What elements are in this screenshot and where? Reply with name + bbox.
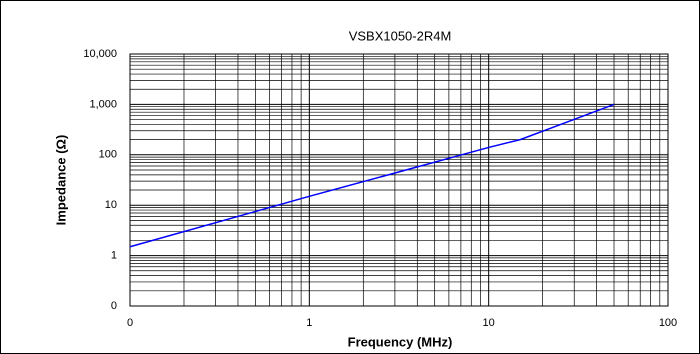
x-tick-label: 1 [306, 317, 312, 329]
y-axis-label: Impedance (Ω) [53, 135, 68, 226]
y-tick-label: 1,000 [89, 98, 117, 110]
x-tick-label: 0 [127, 317, 133, 329]
plot-border [129, 53, 669, 307]
y-tick-label: 10 [105, 199, 117, 211]
chart-title: VSBX1050-2R4M [349, 28, 452, 43]
x-tick-label: 100 [659, 317, 677, 329]
y-tick-label: 10,000 [83, 48, 117, 60]
y-tick-label: 0 [111, 300, 117, 312]
x-axis-label: Frequency (MHz) [348, 334, 453, 349]
y-tick-label: 100 [99, 149, 117, 161]
x-tick-label: 10 [483, 317, 495, 329]
y-tick-label: 1 [111, 250, 117, 262]
data-line [129, 103, 615, 248]
